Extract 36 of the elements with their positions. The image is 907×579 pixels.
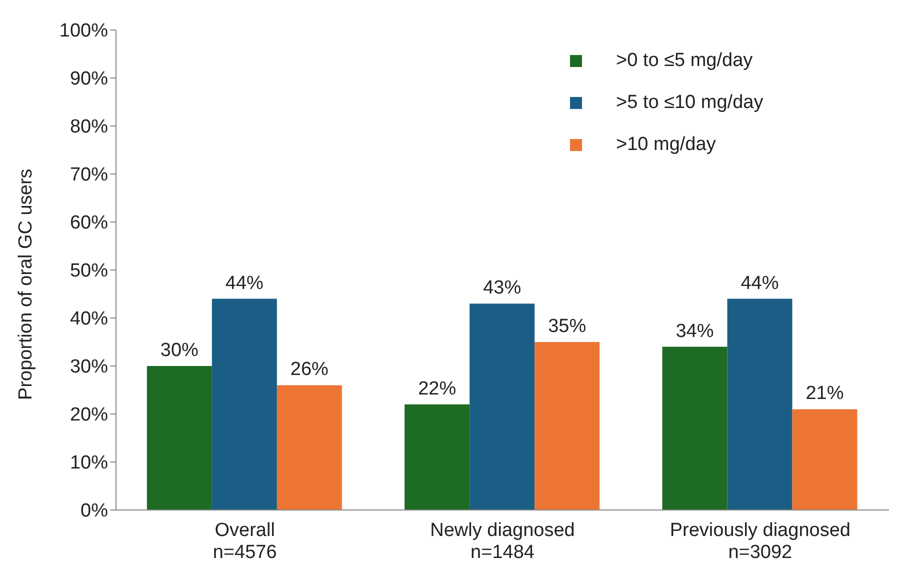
y-tick-label: 40% [70, 308, 108, 330]
data-label: 34% [676, 320, 714, 342]
data-label: 44% [740, 272, 779, 294]
y-tick-label: 90% [70, 68, 108, 90]
y-tick-label: 0% [80, 500, 108, 522]
y-tick-label: 30% [70, 356, 108, 378]
bar [404, 404, 470, 510]
data-label: 22% [418, 378, 456, 400]
legend-label: >10 mg/day [616, 134, 716, 156]
bar [792, 409, 858, 510]
data-label: 35% [548, 316, 586, 337]
bar [470, 304, 535, 510]
legend-label: >5 to ≤10 mg/day [616, 92, 764, 114]
bar [276, 385, 342, 510]
x-tick-label: Overall n=4576 [212, 520, 277, 563]
x-tick-label: Newly diagnosed n=1484 [430, 520, 575, 563]
y-tick-label: 20% [70, 404, 108, 426]
bar [534, 342, 600, 510]
y-tick-label: 100% [59, 20, 108, 42]
y-tick-label: 80% [70, 116, 108, 138]
x-tick-label: Previously diagnosed n=3092 [670, 520, 850, 563]
data-label: 26% [290, 359, 329, 380]
y-axis-title: Proportion of oral GC users [16, 168, 37, 400]
data-label: 21% [806, 383, 844, 404]
y-tick-label: 60% [70, 212, 108, 234]
data-label: 44% [225, 272, 264, 294]
bar [212, 298, 277, 510]
y-tick-label: 70% [70, 164, 108, 186]
bar [727, 298, 792, 510]
y-tick-label: 10% [70, 452, 108, 474]
legend-label: >0 to ≤5 mg/day [616, 50, 753, 72]
y-tick-label: 50% [70, 260, 108, 282]
bar [146, 366, 212, 510]
bar [662, 346, 728, 510]
data-label: 43% [483, 278, 522, 299]
data-label: 30% [160, 340, 199, 361]
